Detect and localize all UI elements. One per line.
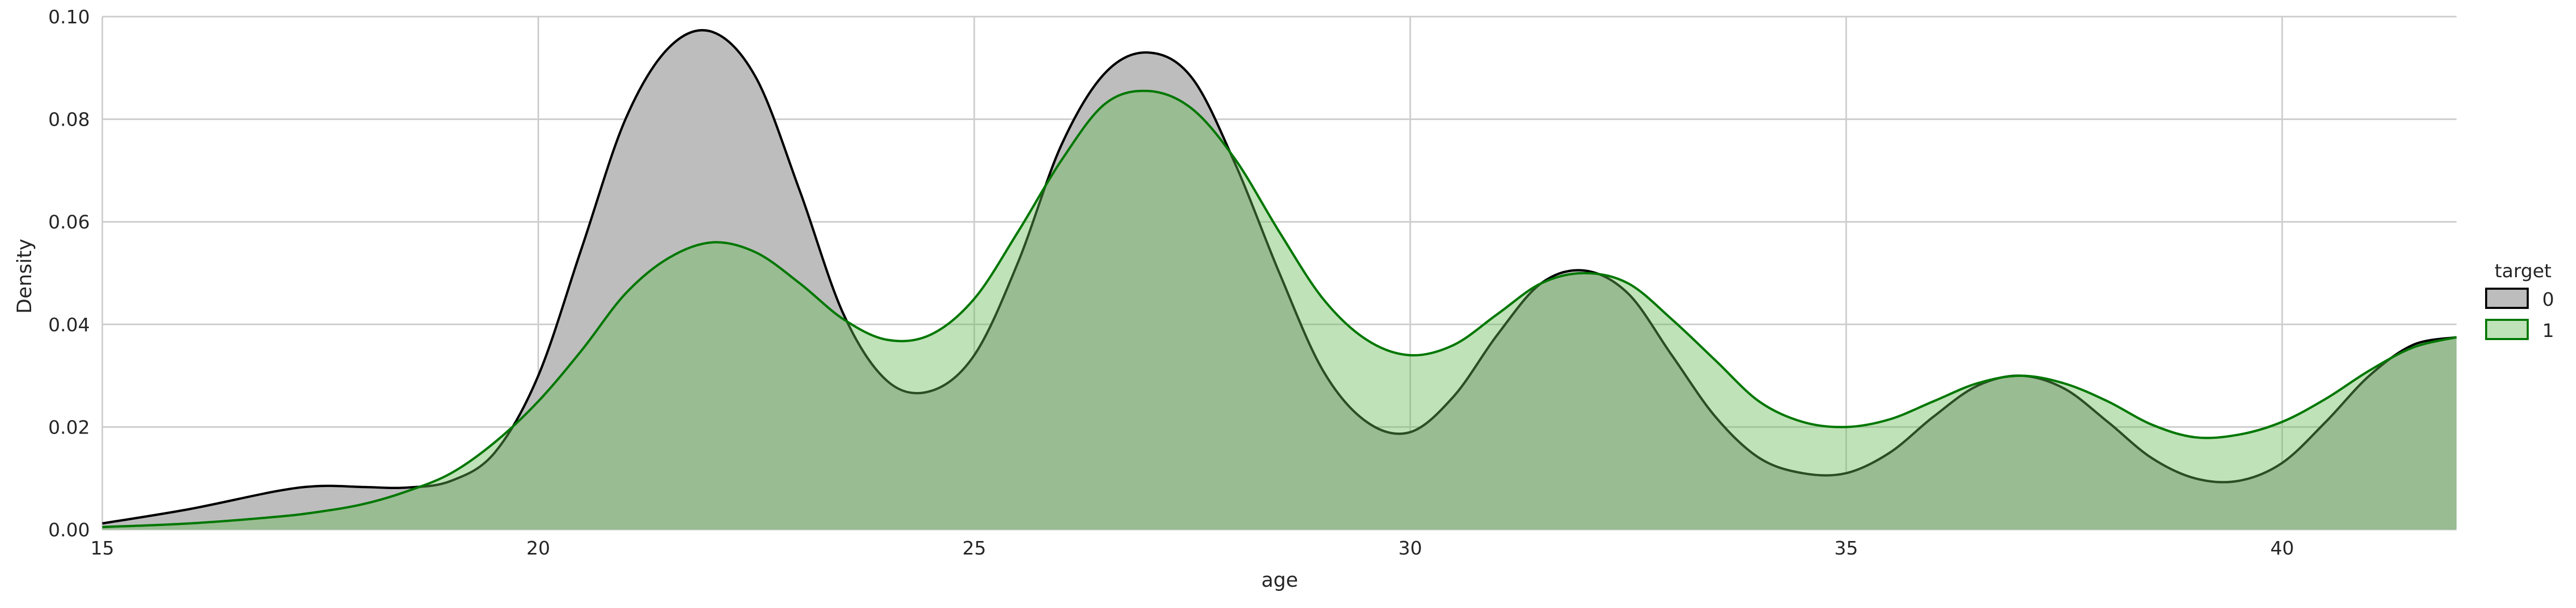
density-area-series-1 bbox=[102, 90, 2457, 530]
density-area-series-0 bbox=[102, 30, 2457, 530]
x-tick-label: 35 bbox=[1834, 538, 1858, 559]
y-tick-label: 0.00 bbox=[48, 520, 90, 541]
x-tick-label: 20 bbox=[527, 538, 551, 559]
legend: target 01 bbox=[2485, 261, 2554, 342]
legend-swatch-0 bbox=[2485, 288, 2529, 309]
series-layer bbox=[102, 29, 2457, 530]
x-tick-label: 40 bbox=[2270, 538, 2294, 559]
legend-label-0: 0 bbox=[2542, 289, 2554, 310]
legend-swatch-1 bbox=[2485, 319, 2529, 340]
x-tick-label: 15 bbox=[90, 538, 114, 559]
y-tick-label: 0.04 bbox=[48, 315, 90, 336]
x-tick-label: 30 bbox=[1398, 538, 1422, 559]
x-axis-label: age bbox=[1262, 569, 1298, 591]
legend-label-1: 1 bbox=[2542, 320, 2554, 342]
y-axis-label: Density bbox=[13, 239, 36, 314]
legend-title: target bbox=[2494, 261, 2551, 282]
x-tick-label: 25 bbox=[962, 538, 986, 559]
density-line-series-1 bbox=[102, 89, 2457, 529]
y-tick-label: 0.06 bbox=[48, 212, 90, 233]
y-tick-label: 0.02 bbox=[48, 417, 90, 438]
legend-entries: 01 bbox=[2485, 288, 2554, 342]
y-tick-label: 0.10 bbox=[48, 7, 90, 28]
y-tick-label: 0.08 bbox=[48, 110, 90, 131]
tick-labels: 15 20 25 30 35 40 0.00 0.02 0.04 0.06 0.08 0.10 bbox=[48, 7, 2294, 559]
